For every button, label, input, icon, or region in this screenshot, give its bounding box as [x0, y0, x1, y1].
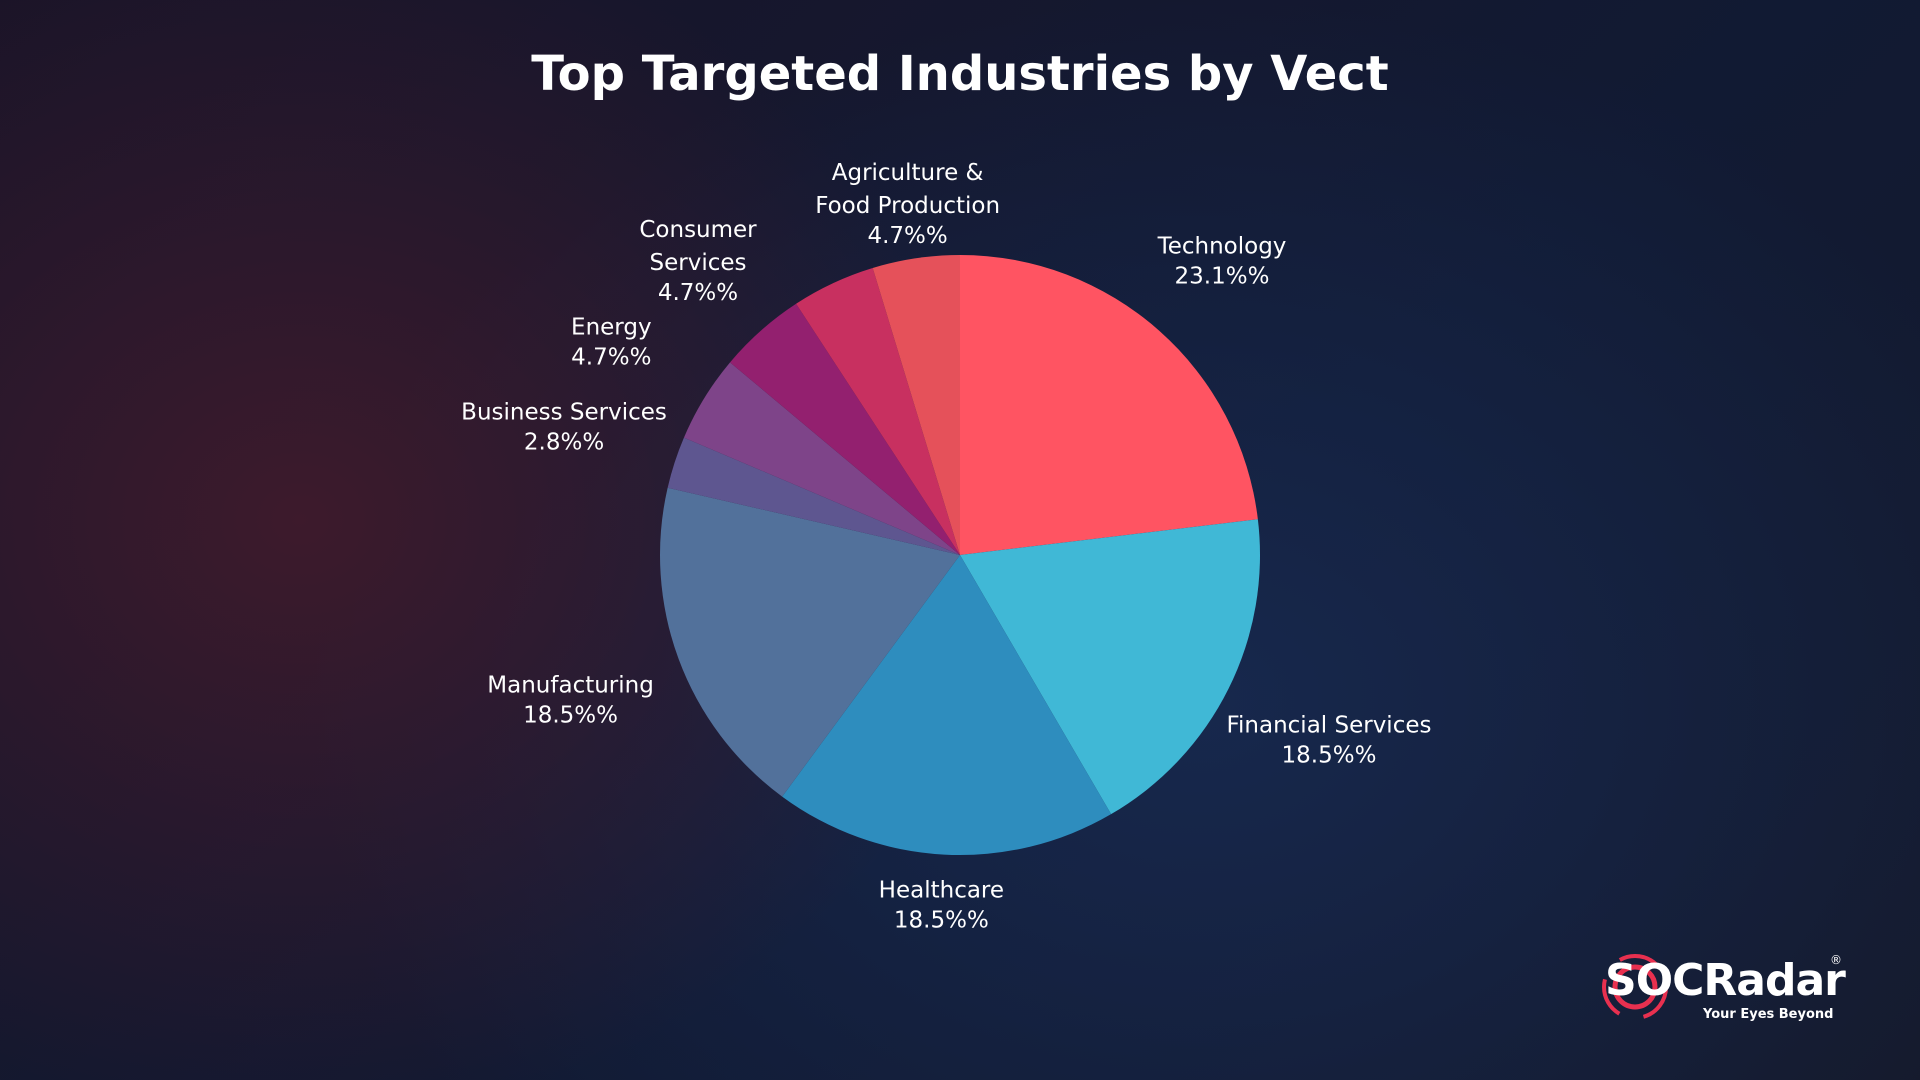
slice-label: Business Services 2.8%% — [461, 397, 667, 456]
slice-label: Consumer Services 4.7%% — [639, 214, 756, 306]
pie-slice — [730, 303, 960, 555]
category-label: Financial Services — [1226, 712, 1432, 739]
pie-slice — [872, 255, 960, 555]
category-label: Energy — [571, 314, 652, 341]
value-label: 18.5%% — [1281, 742, 1377, 769]
slice-label: Energy 4.7%% — [571, 312, 652, 371]
chart-title: Top Targeted Industries by Vect — [531, 46, 1389, 102]
logo-icon — [1602, 954, 1668, 1020]
category-label: Manufacturing — [487, 672, 654, 699]
slice-label: Manufacturing 18.5%% — [487, 670, 654, 729]
slice-label: Technology 23.1%% — [1158, 230, 1287, 289]
category-label: Consumer Services — [639, 216, 757, 276]
pie-slice — [782, 555, 1112, 855]
logo-tagline: Your Eyes Beyond — [1703, 1007, 1834, 1022]
pie-slice — [960, 255, 1258, 555]
category-label: Healthcare — [878, 877, 1005, 903]
pie-slice — [796, 267, 960, 555]
category-label: Business Services — [461, 399, 667, 426]
value-label: 23.1%% — [1174, 263, 1270, 290]
slice-label: Healthcare 18.5%% — [879, 874, 1004, 933]
category-label: Agriculture & Food Production — [815, 159, 1001, 219]
pie-slice — [667, 437, 960, 555]
pie-slice — [960, 519, 1260, 815]
logo-name: SOCRadar — [1605, 955, 1846, 1006]
value-label: 2.8%% — [523, 429, 605, 456]
pie-slice — [660, 487, 960, 797]
value-label: 18.5%% — [893, 907, 989, 933]
pie-slice — [683, 362, 960, 555]
value-label: 4.7%% — [867, 222, 948, 249]
value-label: 4.7%% — [657, 279, 739, 306]
value-label: 4.7%% — [571, 344, 652, 371]
logo: SOCRadar ® Your Eyes Beyond — [1602, 953, 1846, 1022]
slice-label: Agriculture & Food Production 4.7%% — [815, 157, 1000, 249]
value-label: 18.5%% — [523, 702, 619, 729]
category-label: Technology — [1157, 233, 1287, 260]
logo-registered: ® — [1830, 953, 1842, 967]
slice-label: Financial Services 18.5%% — [1226, 709, 1431, 768]
